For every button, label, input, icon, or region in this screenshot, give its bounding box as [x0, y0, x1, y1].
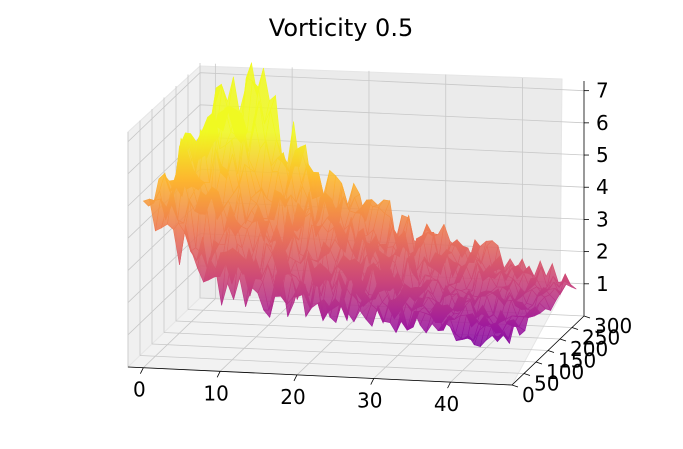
x-tick-mark	[140, 367, 144, 374]
x-tick-label-0: 0	[133, 378, 146, 402]
x-tick-mark	[293, 374, 298, 382]
x-tick-mark	[370, 378, 375, 385]
x-tick-label-1: 10	[203, 381, 228, 405]
y-tick-mark	[571, 327, 579, 330]
y-tick-label-6: 300	[594, 314, 632, 338]
surface-cell	[498, 330, 510, 344]
grid-y-1	[139, 355, 525, 374]
x-tick-labels: 0 10 20 30 40	[133, 378, 459, 416]
chart-title: Vorticity 0.5	[269, 14, 413, 42]
y-tick-mark	[559, 338, 567, 342]
grid-y-3	[163, 332, 549, 351]
grid-y-2	[151, 343, 537, 363]
x-axis-line	[127, 366, 513, 386]
grid-z-5	[127, 104, 585, 175]
y-tick-label-5: 250	[582, 326, 620, 350]
x-tick-label-2: 20	[280, 385, 305, 409]
z-tick-labels: 1 2 3 4 5 6 7	[596, 79, 609, 296]
y-tick-label-1: 50	[534, 372, 559, 396]
y-tick-label-2: 100	[546, 360, 584, 384]
surface-plot	[142, 61, 577, 348]
grid-z-6	[127, 72, 585, 142]
y-tick-mark	[583, 315, 591, 319]
y-tick-mark	[523, 373, 531, 376]
y-tick-label-4: 200	[570, 337, 608, 361]
z-tick-label-6: 7	[596, 79, 609, 103]
z-tick-label-2: 3	[596, 207, 609, 231]
z-tick-label-3: 4	[596, 175, 609, 199]
z-tick-label-0: 1	[596, 272, 609, 296]
z-tick-label-5: 6	[596, 111, 609, 135]
y-tick-mark	[535, 361, 543, 365]
x-tick-label-4: 40	[434, 392, 459, 416]
y-tick-mark	[547, 350, 555, 353]
x-tick-mark	[216, 371, 221, 378]
y-tick-mark	[511, 384, 519, 388]
x-tick-label-3: 30	[357, 389, 382, 413]
z-tick-label-1: 2	[596, 240, 609, 264]
axes-lines	[127, 81, 591, 389]
y-tick-label-3: 150	[558, 349, 596, 373]
x-tick-mark	[447, 381, 451, 389]
y-tick-label-0: 0	[522, 383, 535, 407]
z-tick-label-4: 5	[596, 143, 609, 167]
